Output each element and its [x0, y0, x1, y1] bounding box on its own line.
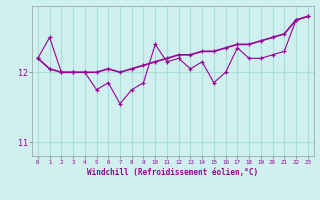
X-axis label: Windchill (Refroidissement éolien,°C): Windchill (Refroidissement éolien,°C) [87, 168, 258, 177]
